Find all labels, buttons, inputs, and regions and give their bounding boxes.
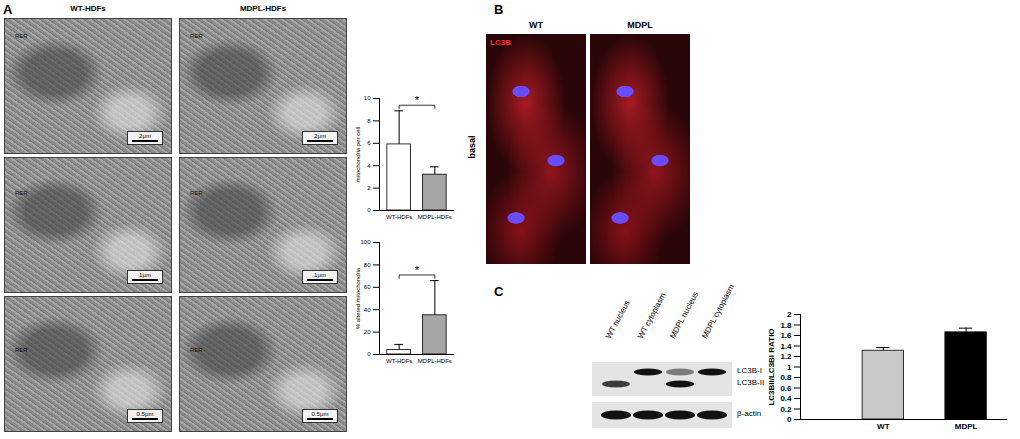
svg-text:0.6: 0.6: [780, 384, 792, 393]
html-text:MDPL cytoplasm: MDPL cytoplasm: [700, 282, 737, 341]
svg-text:WT-HDFs: WT-HDFs: [386, 214, 412, 220]
svg-text:4: 4: [367, 163, 371, 169]
svg-text:8: 8: [367, 118, 371, 124]
html-text:MDPL nucleus: MDPL nucleus: [668, 290, 701, 341]
html-text:WT cytoplasm: WT cytoplasm: [636, 291, 668, 341]
html-text:RER: RER: [15, 347, 28, 353]
html-text:2μm: 2μm: [314, 133, 326, 139]
html-text:RER: RER: [15, 190, 28, 196]
html-text:LC3B-I: LC3B-I: [737, 366, 762, 375]
svg-text:% altered mitochondria: % altered mitochondria: [355, 267, 361, 329]
svg-text:MDPL: MDPL: [955, 422, 978, 431]
html-text:WT: WT: [529, 20, 543, 30]
html-text:basal: basal: [467, 135, 477, 159]
svg-text:MDPL-HDFs: MDPL-HDFs: [418, 358, 452, 364]
svg-text:1: 1: [787, 363, 792, 372]
svg-text:0: 0: [367, 207, 371, 213]
html-text:WT-HDFs: WT-HDFs: [70, 4, 106, 13]
svg-text:0: 0: [787, 415, 792, 424]
svg-text:WT: WT: [877, 422, 890, 431]
html-text:1μm: 1μm: [139, 272, 151, 278]
svg-text:2: 2: [787, 310, 792, 319]
svg-text:20: 20: [364, 329, 371, 335]
html-text:RER: RER: [190, 190, 203, 196]
svg-text:MDPL-HDFs: MDPL-HDFs: [418, 214, 452, 220]
svg-text:mitochondria per cell: mitochondria per cell: [355, 127, 361, 182]
html-text:A: A: [3, 2, 13, 17]
svg-text:60: 60: [364, 284, 371, 290]
html-text:RER: RER: [15, 33, 28, 39]
svg-text:*: *: [415, 264, 420, 276]
svg-text:40: 40: [364, 307, 371, 313]
html-text:RER: RER: [190, 347, 203, 353]
svg-text:0.8: 0.8: [780, 373, 792, 382]
html-text:β-actin: β-actin: [737, 409, 762, 418]
svg-text:1.6: 1.6: [780, 331, 792, 340]
svg-text:10: 10: [364, 95, 371, 101]
html-text:0.5μm: 0.5μm: [136, 411, 154, 417]
html-text:LC3B: LC3B: [490, 38, 511, 47]
svg-text:6: 6: [367, 140, 371, 146]
svg-text:1.4: 1.4: [780, 342, 792, 351]
html-text:MDPL-HDFs: MDPL-HDFs: [239, 4, 287, 13]
html-text:WT nucleus: WT nucleus: [604, 298, 632, 341]
svg-text:2: 2: [367, 185, 371, 191]
svg-text:WT-HDFs: WT-HDFs: [386, 358, 412, 364]
html-text:2μm: 2μm: [139, 133, 151, 139]
svg-text:LC3BII/LC3BI RATIO: LC3BII/LC3BI RATIO: [767, 328, 776, 405]
html-text:B: B: [494, 2, 504, 17]
svg-text:100: 100: [360, 239, 371, 245]
html-text:1μm: 1μm: [314, 272, 326, 278]
svg-text:0.2: 0.2: [780, 405, 792, 414]
svg-text:80: 80: [364, 262, 371, 268]
html-text:0.5μm: 0.5μm: [311, 411, 329, 417]
svg-text:*: *: [415, 94, 420, 106]
html-text:RER: RER: [190, 33, 203, 39]
html-text:C: C: [494, 284, 504, 299]
svg-text:0.4: 0.4: [780, 394, 792, 403]
svg-text:1.2: 1.2: [780, 352, 792, 361]
html-text:MDPL: MDPL: [627, 20, 653, 30]
svg-text:0: 0: [367, 351, 371, 357]
svg-text:1.8: 1.8: [780, 321, 792, 330]
html-text:LC3B-II: LC3B-II: [737, 378, 765, 387]
